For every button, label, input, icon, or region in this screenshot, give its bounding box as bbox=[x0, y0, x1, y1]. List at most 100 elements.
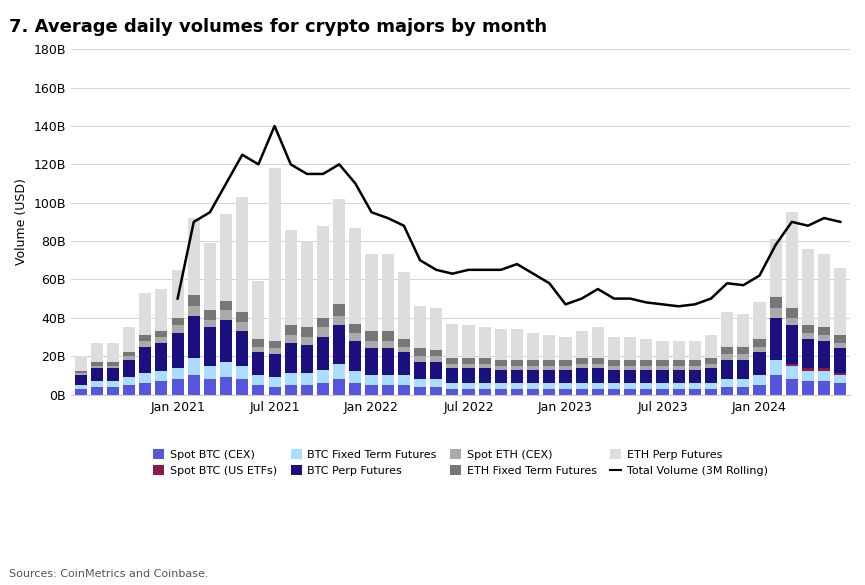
Bar bbox=[188, 218, 200, 295]
Bar bbox=[592, 389, 604, 394]
Bar bbox=[640, 339, 652, 360]
Bar bbox=[107, 367, 119, 381]
Bar bbox=[253, 281, 265, 339]
Bar bbox=[220, 377, 232, 394]
Bar bbox=[737, 314, 749, 346]
Bar bbox=[317, 383, 329, 394]
Bar bbox=[463, 325, 475, 358]
Bar bbox=[398, 346, 410, 352]
Bar bbox=[171, 333, 183, 367]
Bar bbox=[511, 370, 523, 383]
Bar bbox=[785, 364, 798, 366]
Bar bbox=[802, 325, 814, 333]
Bar bbox=[204, 243, 216, 310]
Bar bbox=[673, 341, 685, 360]
Bar bbox=[171, 270, 183, 318]
Bar bbox=[575, 367, 587, 383]
Bar bbox=[301, 328, 313, 337]
Bar bbox=[834, 376, 846, 383]
Bar bbox=[657, 341, 669, 360]
Bar bbox=[366, 349, 378, 376]
Bar bbox=[188, 307, 200, 316]
Bar bbox=[495, 329, 507, 360]
Bar bbox=[802, 333, 814, 339]
Bar bbox=[333, 325, 345, 364]
Bar bbox=[753, 376, 766, 385]
Bar bbox=[753, 385, 766, 394]
Bar bbox=[657, 383, 669, 389]
Bar bbox=[381, 349, 394, 376]
Bar bbox=[802, 339, 814, 367]
Bar bbox=[818, 341, 830, 367]
Bar bbox=[236, 322, 248, 331]
Bar bbox=[575, 364, 587, 367]
Bar bbox=[560, 389, 572, 394]
Bar bbox=[673, 366, 685, 370]
Bar bbox=[156, 337, 168, 343]
Bar bbox=[91, 366, 103, 367]
Bar bbox=[770, 318, 782, 360]
Bar bbox=[285, 373, 297, 385]
Bar bbox=[689, 389, 701, 394]
Bar bbox=[253, 352, 265, 376]
Bar bbox=[268, 349, 280, 355]
Bar bbox=[74, 389, 87, 394]
Bar bbox=[657, 366, 669, 370]
Bar bbox=[366, 385, 378, 394]
Bar bbox=[333, 199, 345, 304]
Bar bbox=[349, 333, 362, 341]
Bar bbox=[446, 358, 458, 364]
Bar bbox=[91, 381, 103, 387]
Bar bbox=[236, 379, 248, 394]
Bar bbox=[770, 297, 782, 308]
Bar bbox=[349, 371, 362, 383]
Bar bbox=[268, 377, 280, 387]
Bar bbox=[753, 346, 766, 352]
Bar bbox=[640, 383, 652, 389]
Bar bbox=[253, 376, 265, 385]
Bar bbox=[398, 352, 410, 376]
Bar bbox=[253, 339, 265, 346]
Bar bbox=[802, 367, 814, 371]
Bar bbox=[608, 366, 620, 370]
Bar bbox=[463, 383, 475, 389]
Bar bbox=[414, 387, 426, 394]
Bar bbox=[478, 367, 490, 383]
Bar bbox=[430, 308, 442, 350]
Bar bbox=[123, 328, 135, 352]
Bar bbox=[430, 350, 442, 356]
Bar bbox=[511, 329, 523, 360]
Bar bbox=[220, 310, 232, 319]
Bar bbox=[381, 385, 394, 394]
Bar bbox=[349, 228, 362, 324]
Bar bbox=[268, 341, 280, 349]
Bar bbox=[74, 373, 87, 376]
Bar bbox=[188, 376, 200, 394]
Bar bbox=[285, 229, 297, 325]
Bar bbox=[317, 318, 329, 328]
Bar bbox=[737, 346, 749, 355]
Bar bbox=[560, 360, 572, 366]
Bar bbox=[285, 335, 297, 343]
Bar bbox=[107, 343, 119, 362]
Bar bbox=[285, 325, 297, 335]
Bar bbox=[834, 335, 846, 343]
Bar bbox=[317, 328, 329, 337]
Bar bbox=[107, 366, 119, 367]
Bar bbox=[705, 383, 717, 389]
Bar bbox=[673, 370, 685, 383]
Bar bbox=[366, 376, 378, 385]
Bar bbox=[834, 268, 846, 335]
Bar bbox=[625, 389, 637, 394]
Bar bbox=[608, 360, 620, 366]
Bar bbox=[673, 389, 685, 394]
Bar bbox=[414, 362, 426, 379]
Bar bbox=[495, 360, 507, 366]
Bar bbox=[527, 366, 539, 370]
Bar bbox=[317, 337, 329, 370]
Bar bbox=[640, 366, 652, 370]
Bar bbox=[511, 383, 523, 389]
Bar bbox=[430, 362, 442, 379]
Bar bbox=[171, 379, 183, 394]
Bar bbox=[802, 249, 814, 325]
